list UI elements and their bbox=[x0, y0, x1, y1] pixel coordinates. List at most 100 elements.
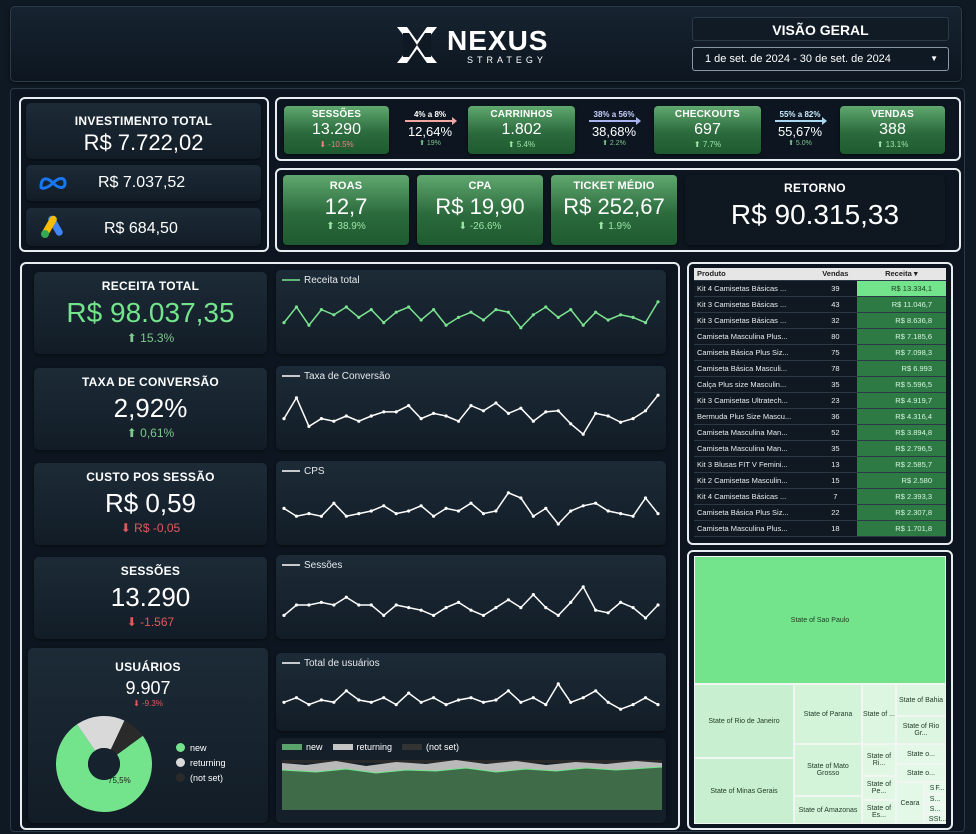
data-point bbox=[481, 512, 486, 516]
table-row[interactable]: Kit 3 Camisetas Ultratech... 23 R$ 4.919… bbox=[694, 392, 946, 409]
table-row[interactable]: Kit 4 Camisetas Básicas ... 7 R$ 2.393,3 bbox=[694, 488, 946, 505]
date-range-select[interactable]: 1 de set. de 2024 - 30 de set. de 2024 ▼ bbox=[692, 47, 949, 71]
data-point bbox=[344, 305, 348, 309]
data-point bbox=[594, 411, 598, 415]
metric-change: ⬆ 0,61% bbox=[126, 426, 175, 440]
legend-item-returning[interactable]: returning bbox=[176, 756, 226, 771]
conversion-range: 55% a 82% bbox=[779, 110, 821, 119]
table-row[interactable]: Kit 3 Camisetas Básicas ... 43 R$ 11.046… bbox=[694, 296, 946, 313]
arrow-up-icon: ⬆ bbox=[126, 331, 141, 345]
treemap-cell[interactable]: State of Es... bbox=[862, 800, 896, 824]
data-point bbox=[419, 504, 423, 508]
treemap-cell[interactable]: State of Mato Grosso bbox=[794, 744, 862, 796]
legend-swatch bbox=[176, 743, 185, 752]
metric-title: CUSTO POS SESSÃO bbox=[86, 470, 215, 484]
col-header-product[interactable]: Produto bbox=[694, 268, 814, 281]
product-name: Kit 3 Camisetas Ultratech... bbox=[694, 392, 814, 409]
data-point bbox=[407, 404, 411, 408]
data-point bbox=[506, 491, 510, 495]
treemap-cell[interactable]: State o... bbox=[896, 764, 946, 782]
treemap-cell[interactable]: State of Ri... bbox=[862, 744, 896, 776]
product-sales: 18 bbox=[814, 520, 857, 537]
col-header-sales[interactable]: Vendas bbox=[814, 268, 857, 281]
data-point bbox=[656, 300, 660, 304]
table-row[interactable]: Camiseta Masculina Plus... 80 R$ 7.185,6 bbox=[694, 328, 946, 345]
product-name: Camiseta Masculina Plus... bbox=[694, 328, 814, 345]
table-row[interactable]: Camiseta Masculina Man... 35 R$ 2.796,5 bbox=[694, 440, 946, 457]
col-header-revenue[interactable]: Receita ▾ bbox=[856, 268, 946, 281]
table-row[interactable]: Camiseta Masculina Man... 52 R$ 3.894,8 bbox=[694, 424, 946, 441]
data-point bbox=[369, 700, 373, 704]
legend-item-not-set[interactable]: (not set) bbox=[176, 771, 226, 786]
treemap-cell[interactable]: State of Amazonas bbox=[794, 796, 862, 824]
product-name: Kit 3 Camisetas Básicas ... bbox=[694, 312, 814, 329]
product-revenue: R$ 1.701,8 bbox=[856, 520, 946, 537]
data-point bbox=[282, 417, 286, 421]
data-point bbox=[432, 308, 436, 312]
table-row[interactable]: Camiseta Básica Plus Siz... 75 R$ 7.098,… bbox=[694, 344, 946, 361]
treemap-cell[interactable]: State of Bahia bbox=[896, 684, 946, 716]
treemap-cell[interactable]: Ceara bbox=[896, 782, 924, 824]
donut-slice bbox=[55, 724, 152, 812]
data-point bbox=[444, 414, 448, 418]
treemap-cell[interactable]: State of Sao Paulo bbox=[694, 556, 946, 684]
treemap-cell[interactable]: State of Pe... bbox=[862, 776, 896, 800]
arrow-down-icon: ⬇ bbox=[319, 140, 329, 149]
treemap-cell[interactable]: S... bbox=[924, 794, 946, 804]
retorno-value: R$ 90.315,33 bbox=[730, 199, 900, 230]
data-point bbox=[394, 310, 398, 314]
treemap-cell[interactable]: State of ... bbox=[862, 684, 896, 744]
treemap-cell[interactable]: State o... bbox=[896, 744, 946, 764]
data-point bbox=[419, 318, 423, 322]
date-range-value: 1 de set. de 2024 - 30 de set. de 2024 bbox=[705, 53, 891, 65]
kpi-value: R$ 19,90 bbox=[435, 194, 525, 219]
treemap-cell[interactable]: State of Parana bbox=[794, 684, 862, 744]
table-row[interactable]: Kit 3 Camisetas Básicas ... 32 R$ 8.636,… bbox=[694, 312, 946, 329]
data-point bbox=[444, 703, 448, 707]
metric-card-3: SESSÕES 13.290 ⬇ -1.567 bbox=[34, 557, 267, 639]
legend-item-new[interactable]: new bbox=[282, 742, 323, 752]
table-row[interactable]: Bermuda Plus Size Mascu... 36 R$ 4.316,4 bbox=[694, 408, 946, 425]
table-row[interactable]: Camiseta Básica Plus Siz... 22 R$ 2.307,… bbox=[694, 504, 946, 521]
table-row[interactable]: Calça Plus size Masculin... 35 R$ 5.596,… bbox=[694, 376, 946, 393]
table-row[interactable]: Kit 4 Camisetas Básicas ... 39 R$ 13.334… bbox=[694, 280, 946, 297]
product-revenue: R$ 2.393,3 bbox=[856, 488, 946, 505]
data-point bbox=[531, 313, 535, 317]
data-point bbox=[394, 703, 398, 707]
table-row[interactable]: Kit 2 Camisetas Masculin... 15 R$ 2.580 bbox=[694, 472, 946, 489]
conversion-range: 4% a 8% bbox=[413, 110, 447, 119]
treemap-cell[interactable]: State of Rio de Janeiro bbox=[694, 684, 794, 758]
treemap-cell[interactable]: St... bbox=[933, 814, 947, 824]
legend-item-new[interactable]: new bbox=[176, 741, 226, 756]
treemap-cell[interactable]: State of Rio Gr... bbox=[896, 716, 946, 744]
data-point bbox=[456, 509, 461, 513]
funnel-step-value: 388 bbox=[879, 121, 906, 138]
data-point bbox=[432, 696, 436, 700]
product-sales: 43 bbox=[814, 296, 857, 313]
table-row[interactable]: Camiseta Masculina Plus... 18 R$ 1.701,8 bbox=[694, 520, 946, 537]
metric-value: R$ 0,59 bbox=[104, 488, 197, 518]
data-point bbox=[494, 509, 498, 513]
table-row[interactable]: Camiseta Básica Masculi... 78 R$ 6.993 bbox=[694, 360, 946, 377]
data-point bbox=[643, 696, 648, 700]
product-sales: 80 bbox=[814, 328, 857, 345]
data-point bbox=[606, 700, 610, 704]
data-point bbox=[481, 700, 486, 704]
data-point bbox=[494, 606, 498, 610]
investment-title: INVESTIMENTO TOTAL bbox=[74, 114, 213, 128]
treemap-cell[interactable]: F... bbox=[934, 782, 946, 794]
treemap-cell[interactable]: S... bbox=[924, 804, 946, 814]
metric-change: ⬇ R$ -0,05 bbox=[120, 521, 181, 535]
data-point bbox=[556, 613, 560, 617]
treemap-cell[interactable]: State of Minas Gerais bbox=[694, 758, 794, 824]
area-legend: new returning (not set) bbox=[282, 742, 459, 752]
legend-item-not-set[interactable]: (not set) bbox=[402, 742, 459, 752]
metric-chart-card-2: CPS bbox=[276, 461, 666, 545]
data-point bbox=[369, 308, 373, 312]
data-point bbox=[456, 419, 461, 423]
data-point bbox=[656, 703, 660, 707]
legend-item-returning[interactable]: returning bbox=[332, 742, 392, 752]
data-point bbox=[456, 600, 461, 604]
data-point bbox=[332, 700, 336, 704]
table-row[interactable]: Kit 3 Blusas FIT V Femini... 13 R$ 2.585… bbox=[694, 456, 946, 473]
